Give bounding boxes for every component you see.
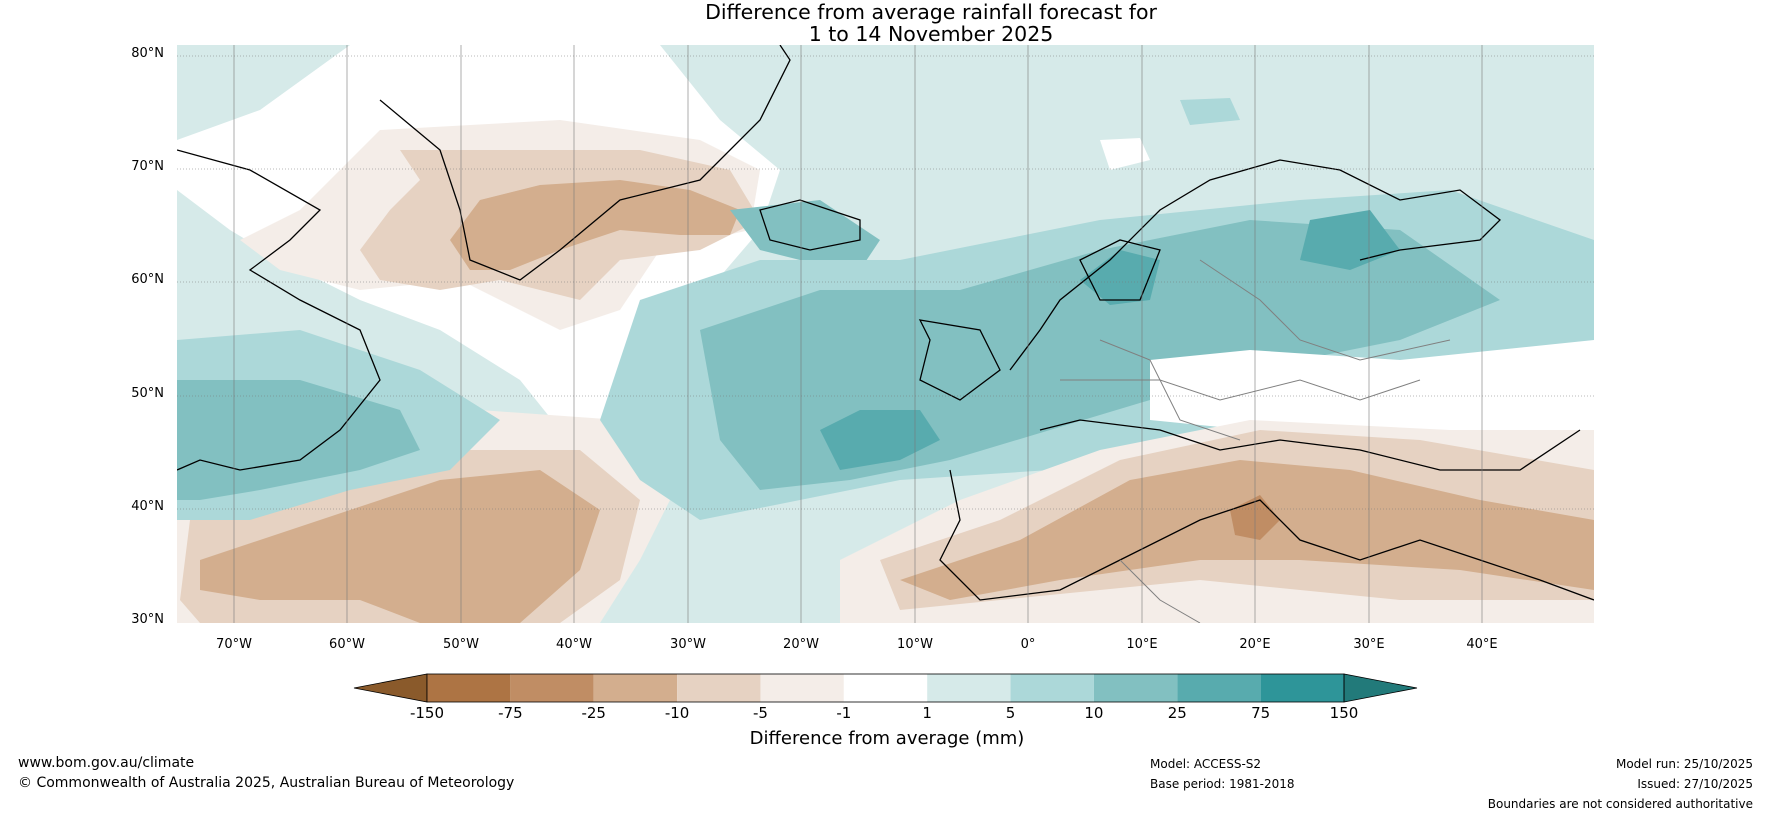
colorbar-swatch — [760, 674, 844, 702]
longitude-label: 20°W — [783, 637, 819, 652]
colorbar-tick-label: 5 — [1005, 704, 1016, 722]
longitude-label: 70°W — [216, 637, 252, 652]
longitude-label: 10°W — [897, 637, 933, 652]
country-borders — [1060, 259, 1451, 623]
longitude-label: 40°W — [556, 637, 592, 652]
longitude-label: 60°W — [329, 637, 365, 652]
colorbar-label: Difference from average (mm) — [749, 728, 1025, 749]
colorbar-swatch — [927, 674, 1011, 702]
footer-model-run: Model run: 25/10/2025 — [1615, 757, 1753, 771]
colorbar-swatch — [677, 674, 761, 702]
colorbar-swatch — [1260, 674, 1344, 702]
longitude-label: 40°E — [1466, 637, 1498, 652]
footer-model: Model: ACCESS-S2 — [1150, 757, 1262, 771]
colorbar-tick-label: -150 — [409, 704, 445, 722]
longitude-label: 10°E — [1126, 637, 1158, 652]
footer-copyright: © Commonwealth of Australia 2025, Austra… — [18, 775, 515, 791]
anomaly-region — [450, 180, 740, 270]
colorbar-tick-label: -10 — [664, 704, 690, 722]
coastlines — [177, 45, 1594, 601]
anomaly-region — [820, 410, 940, 470]
longitude-label: 20°E — [1239, 637, 1271, 652]
colorbar-tick-label: 75 — [1251, 704, 1271, 722]
latitude-label: 80°N — [131, 46, 164, 61]
graticule — [177, 55, 1594, 510]
longitude-label: 30°E — [1353, 637, 1385, 652]
footer-base-period: Base period: 1981-2018 — [1150, 777, 1295, 791]
colorbar-swatch — [843, 674, 928, 702]
anomaly-region — [1180, 98, 1240, 125]
colorbar-swatch — [427, 674, 511, 702]
colorbar-tick-label: 1 — [922, 704, 932, 722]
footer-issued: Issued: 27/10/2025 — [1637, 777, 1753, 791]
latitude-label: 60°N — [131, 272, 164, 287]
colorbar-swatch — [1010, 674, 1094, 702]
colorbar-extend-low — [353, 673, 428, 703]
anomaly-region — [1100, 138, 1150, 170]
latitude-label: 70°N — [131, 159, 164, 174]
footer-url: www.bom.gov.au/climate — [18, 755, 195, 771]
graticule-meridians — [233, 45, 1483, 623]
colorbar-tick-label: -1 — [836, 704, 852, 722]
colorbar-frame — [426, 673, 1345, 703]
longitude-label: 0° — [1020, 637, 1036, 652]
latitude-label: 40°N — [131, 499, 164, 514]
anomaly-region — [1300, 210, 1400, 270]
colorbar-swatch — [593, 674, 678, 702]
map-title-line1: Difference from average rainfall forecas… — [705, 0, 1157, 24]
colorbar-tick-label: 10 — [1084, 704, 1104, 722]
longitude-label: 30°W — [670, 637, 706, 652]
latitude-label: 50°N — [131, 386, 164, 401]
colorbar-tick-label: -25 — [581, 704, 606, 722]
colorbar-swatch — [510, 674, 594, 702]
colorbar-tick-label: 25 — [1167, 704, 1187, 722]
footer-disclaimer: Boundaries are not considered authoritat… — [1487, 797, 1753, 811]
colorbar-tick-label: 150 — [1329, 704, 1359, 722]
colorbar-tick-label: -75 — [498, 704, 523, 722]
colorbar-tick-label: -5 — [752, 704, 768, 722]
longitude-label: 50°W — [443, 637, 479, 652]
anomaly-region — [200, 470, 600, 623]
latitude-label: 30°N — [131, 612, 164, 627]
map-title-line2: 1 to 14 November 2025 — [808, 22, 1054, 46]
anomaly-region — [1080, 250, 1160, 305]
anomaly-region — [730, 200, 880, 270]
colorbar-swatch — [1093, 674, 1178, 702]
anomaly-region — [1150, 340, 1594, 430]
colorbar — [353, 673, 1418, 703]
colorbar-extend-high — [1343, 673, 1418, 703]
colorbar-swatch — [1177, 674, 1261, 702]
map-plot-area — [177, 45, 1594, 623]
